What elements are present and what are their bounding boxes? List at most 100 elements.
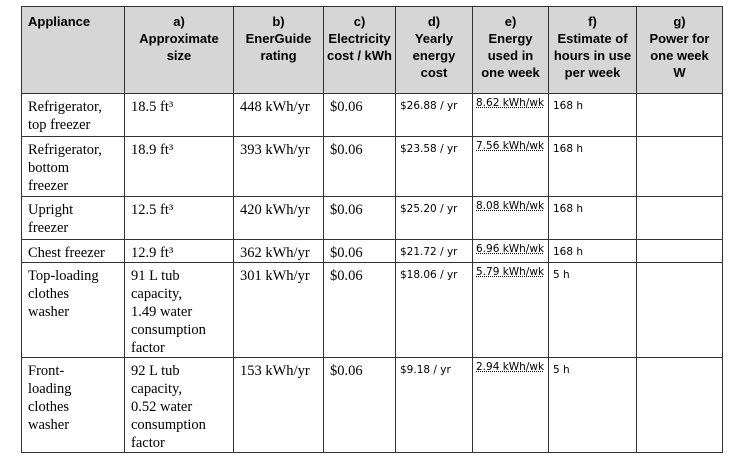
rating-cell: 420 kWh/yr	[233, 196, 324, 240]
hours-cell-text: 168 h	[553, 246, 584, 258]
electricity-cost-cell: $0.06	[323, 357, 396, 453]
header-hours-in-use: f) Estimate of hours in use per week	[548, 6, 637, 94]
size-cell-text: 18.5 ft³	[131, 99, 174, 115]
electricity-cost-cell-text: $0.06	[330, 202, 363, 218]
rating-cell: 362 kWh/yr	[233, 239, 324, 263]
energy-week-cell: 2.94 kWh/wk	[472, 357, 549, 453]
table-row: Refrigerator, bottom freezer 18.9 ft³ 393 …	[21, 136, 723, 197]
appliance-cell-text: Top-loading clothes washer	[28, 268, 99, 320]
size-cell: 91 L tub capacity, 1.49 water consumptio…	[124, 262, 234, 358]
rating-cell: 301 kWh/yr	[233, 262, 324, 358]
size-cell-text: 92 L tub capacity, 0.52 water consumptio…	[131, 363, 206, 451]
yearly-cost-cell-text: $23.58 / yr	[400, 143, 458, 155]
electricity-cost-cell-text: $0.06	[330, 99, 363, 115]
appliance-cell: Refrigerator, top freezer	[21, 93, 125, 137]
power-cell	[636, 262, 723, 358]
energy-week-cell-text: 2.94 kWh/wk	[476, 361, 545, 373]
size-cell: 12.9 ft³	[124, 239, 234, 263]
energy-week-cell: 8.62 kWh/wk	[472, 93, 549, 137]
energy-week-cell-text: 6.96 kWh/wk	[476, 243, 545, 255]
table-row: Top-loading clothes washer 91 L tub capac…	[21, 262, 723, 358]
energy-week-cell-text: 8.08 kWh/wk	[476, 200, 545, 212]
hours-cell-text: 5 h	[553, 269, 570, 281]
energy-week-cell-text: 7.56 kWh/wk	[476, 140, 545, 152]
power-cell	[636, 196, 723, 240]
hours-cell: 5 h	[548, 357, 637, 453]
appliance-cell-text: Refrigerator, bottom freezer	[28, 142, 102, 194]
yearly-cost-cell-text: $18.06 / yr	[400, 269, 458, 281]
hours-cell-text: 168 h	[553, 100, 584, 112]
electricity-cost-cell: $0.06	[323, 239, 396, 263]
power-cell	[636, 93, 723, 137]
appliance-energy-table: Appliance a) Approximate size b) EnerGui…	[21, 6, 723, 453]
appliance-cell: Top-loading clothes washer	[21, 262, 125, 358]
energy-week-cell: 8.08 kWh/wk	[472, 196, 549, 240]
energy-week-cell: 6.96 kWh/wk	[472, 239, 549, 263]
rating-cell-text: 393 kWh/yr	[240, 142, 310, 158]
size-cell-text: 12.9 ft³	[131, 245, 174, 261]
yearly-cost-cell: $21.72 / yr	[395, 239, 473, 263]
rating-cell: 153 kWh/yr	[233, 357, 324, 453]
header-electricity-cost: c) Electricity cost / kWh	[323, 6, 396, 94]
appliance-cell: Front- loading clothes washer	[21, 357, 125, 453]
appliance-cell-text: Front- loading clothes washer	[28, 363, 72, 433]
energy-week-cell: 7.56 kWh/wk	[472, 136, 549, 197]
yearly-cost-cell: $23.58 / yr	[395, 136, 473, 197]
yearly-cost-cell: $9.18 / yr	[395, 357, 473, 453]
power-cell	[636, 136, 723, 197]
electricity-cost-cell: $0.06	[323, 93, 396, 137]
header-approximate-size: a) Approximate size	[124, 6, 234, 94]
header-yearly-energy-cost: d) Yearly energy cost	[395, 6, 473, 94]
rating-cell: 448 kWh/yr	[233, 93, 324, 137]
table-row: Refrigerator, top freezer 18.5 ft³ 448 kWh…	[21, 93, 723, 137]
size-cell-text: 91 L tub capacity, 1.49 water consumptio…	[131, 268, 206, 356]
electricity-cost-cell-text: $0.06	[330, 268, 363, 284]
hours-cell: 168 h	[548, 136, 637, 197]
yearly-cost-cell: $18.06 / yr	[395, 262, 473, 358]
electricity-cost-cell: $0.06	[323, 136, 396, 197]
rating-cell-text: 420 kWh/yr	[240, 202, 310, 218]
rating-cell-text: 362 kWh/yr	[240, 245, 310, 261]
appliance-cell: Refrigerator, bottom freezer	[21, 136, 125, 197]
yearly-cost-cell: $25.20 / yr	[395, 196, 473, 240]
energy-week-cell-text: 5.79 kWh/wk	[476, 266, 545, 278]
table-row: Chest freezer 12.9 ft³ 362 kWh/yr $0.06 $21.…	[21, 239, 723, 263]
header-energy-used-week: e) Energy used in one week	[472, 6, 549, 94]
appliance-cell: Upright freezer	[21, 196, 125, 240]
electricity-cost-cell-text: $0.06	[330, 363, 363, 379]
appliance-cell-text: Refrigerator, top freezer	[28, 99, 102, 133]
header-energuide-rating: b) EnerGuide rating	[233, 6, 324, 94]
table-row: Front- loading clothes washer 92 L tub ca…	[21, 357, 723, 453]
hours-cell: 5 h	[548, 262, 637, 358]
appliance-table-wrapper: Appliance a) Approximate size b) EnerGui…	[21, 6, 723, 453]
size-cell-text: 18.9 ft³	[131, 142, 174, 158]
hours-cell-text: 168 h	[553, 143, 584, 155]
yearly-cost-cell-text: $9.18 / yr	[400, 364, 451, 376]
header-row: Appliance a) Approximate size b) EnerGui…	[21, 6, 723, 94]
header-power-week: g) Power for one week W	[636, 6, 723, 94]
size-cell: 92 L tub capacity, 0.52 water consumptio…	[124, 357, 234, 453]
hours-cell-text: 5 h	[553, 364, 570, 376]
electricity-cost-cell: $0.06	[323, 262, 396, 358]
appliance-cell-text: Upright freezer	[28, 202, 74, 236]
size-cell-text: 12.5 ft³	[131, 202, 174, 218]
yearly-cost-cell: $26.88 / yr	[395, 93, 473, 137]
power-cell	[636, 357, 723, 453]
power-cell	[636, 239, 723, 263]
table-row: Upright freezer 12.5 ft³ 420 kWh/yr $0.06 $2…	[21, 196, 723, 240]
energy-week-cell-text: 8.62 kWh/wk	[476, 97, 545, 109]
yearly-cost-cell-text: $25.20 / yr	[400, 203, 458, 215]
electricity-cost-cell: $0.06	[323, 196, 396, 240]
appliance-cell: Chest freezer	[21, 239, 125, 263]
hours-cell: 168 h	[548, 196, 637, 240]
yearly-cost-cell-text: $26.88 / yr	[400, 100, 458, 112]
header-appliance: Appliance	[21, 6, 125, 94]
rating-cell-text: 448 kWh/yr	[240, 99, 310, 115]
electricity-cost-cell-text: $0.06	[330, 245, 363, 261]
appliance-cell-text: Chest freezer	[28, 245, 105, 261]
rating-cell-text: 301 kWh/yr	[240, 268, 310, 284]
energy-week-cell: 5.79 kWh/wk	[472, 262, 549, 358]
size-cell: 18.5 ft³	[124, 93, 234, 137]
size-cell: 18.9 ft³	[124, 136, 234, 197]
electricity-cost-cell-text: $0.06	[330, 142, 363, 158]
